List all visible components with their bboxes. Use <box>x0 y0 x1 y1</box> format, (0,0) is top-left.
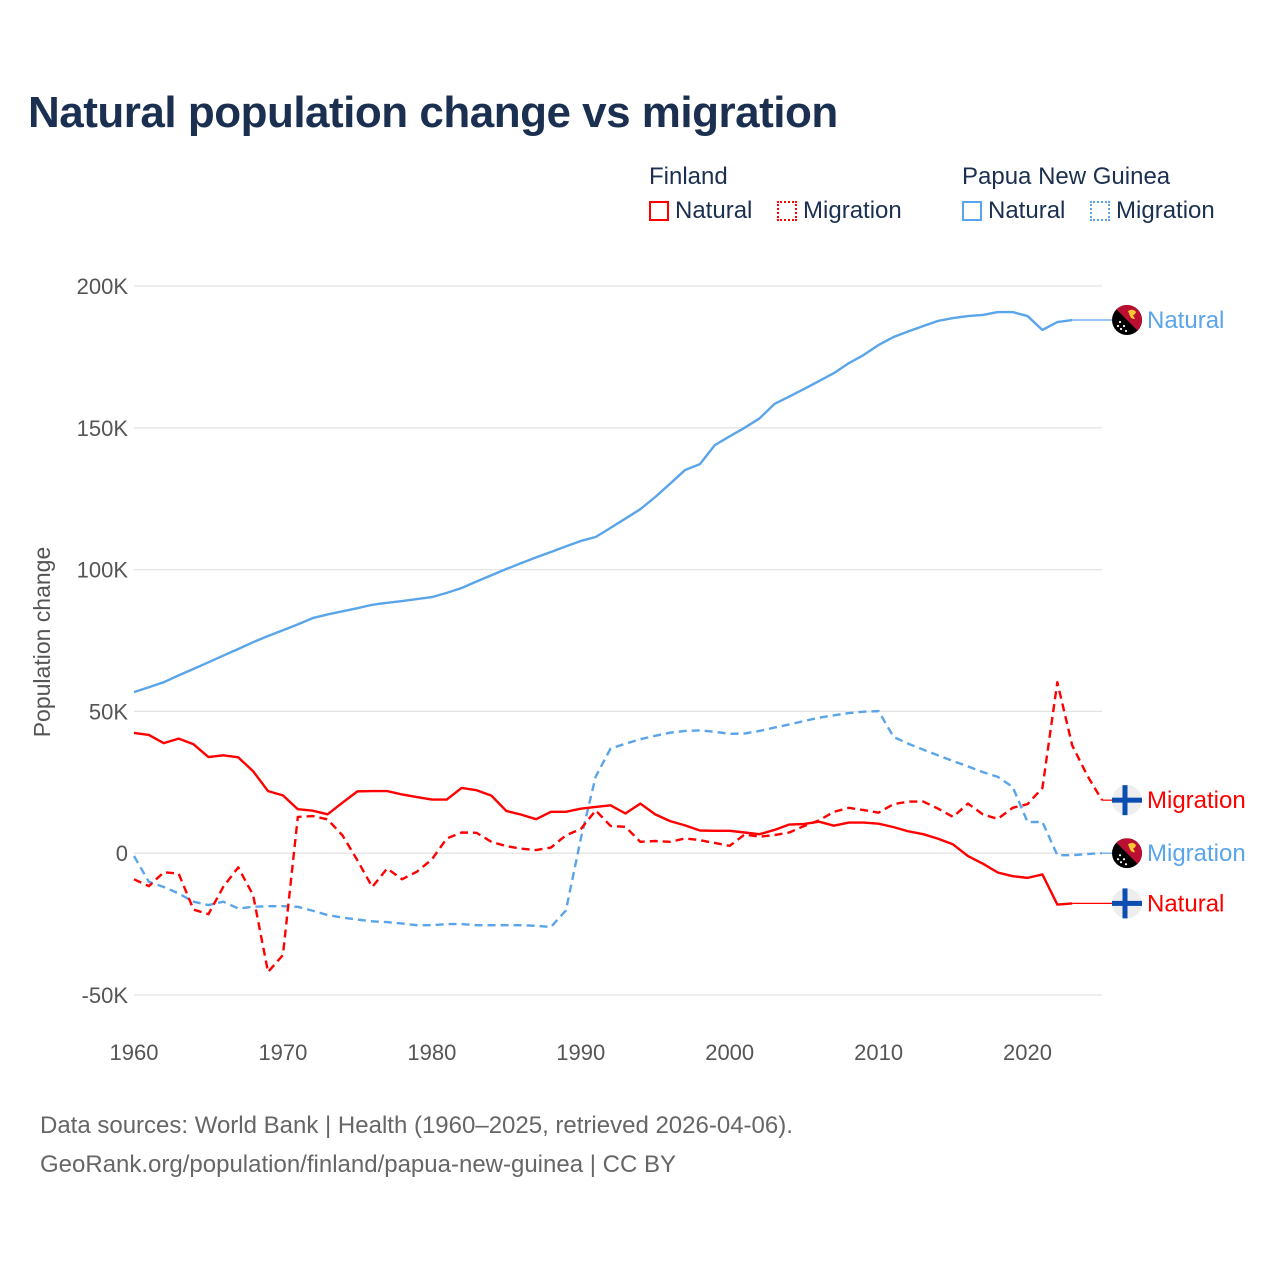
bird-of-paradise-icon <box>1128 309 1136 320</box>
footer: Data sources: World Bank | Health (1960–… <box>40 1106 793 1184</box>
series-line-papua-new-guinea-migration <box>132 709 1103 929</box>
legend-swatch-dotted <box>777 201 798 221</box>
legend-label: Natural <box>675 197 753 224</box>
legend-finland: Finland Natural Migration <box>649 163 920 228</box>
legend-item-finland-natural[interactable]: Natural <box>649 197 752 225</box>
x-tick-label: 1970 <box>258 1040 307 1065</box>
series-line-finland-natural <box>133 731 1073 906</box>
star-icon <box>1119 861 1123 864</box>
legend-label: Natural <box>988 197 1066 224</box>
star-icon <box>1124 863 1128 866</box>
series-line-papua-new-guinea-natural <box>133 310 1073 694</box>
legend-title-finland: Finland <box>649 163 728 190</box>
gridlines <box>134 285 1102 996</box>
finland-flag-icon <box>1112 888 1142 919</box>
flag-cross-v <box>1122 785 1128 816</box>
star-icon <box>1116 858 1120 861</box>
legend-papua-new-guinea: Papua New Guinea Natural Migration <box>962 163 1215 228</box>
flag-body <box>1112 305 1142 336</box>
legend-label: Migration <box>1116 197 1215 224</box>
flag-cross-v <box>1122 888 1128 919</box>
end-label: Natural <box>1147 890 1224 917</box>
end-label: Natural <box>1147 307 1224 334</box>
series-lines <box>132 310 1104 974</box>
chart-title: Natural population change vs migration <box>28 88 838 137</box>
x-tick-label: 1960 <box>110 1040 159 1065</box>
x-tick-label: 2000 <box>705 1040 754 1065</box>
x-tick-label: 1990 <box>556 1040 605 1065</box>
y-tick-label: 200K <box>77 274 129 299</box>
legend-swatch-solid <box>649 201 669 221</box>
x-tick-label: 1980 <box>407 1040 456 1065</box>
y-tick-label: 50K <box>89 699 128 724</box>
line-chart: 200K 150K 100K 50K 0 -50K 1960 1970 1980 1990 200… <box>29 274 1246 1065</box>
y-tick-label: 100K <box>77 558 129 583</box>
star-icon <box>1122 858 1126 861</box>
y-tick-label: -50K <box>82 983 129 1008</box>
star-icon <box>1124 329 1128 333</box>
star-icon <box>1118 854 1122 857</box>
star-icon <box>1122 324 1126 328</box>
flag-body <box>1112 838 1142 869</box>
end-labels: Natural Migration Natural Migration <box>1072 305 1246 919</box>
papua-new-guinea-flag-icon <box>1112 838 1142 869</box>
x-tick-label: 2020 <box>1003 1040 1052 1065</box>
footer-link[interactable]: GeoRank.org/population/finland/papua-new… <box>40 1151 676 1178</box>
x-tick-label: 2010 <box>854 1040 903 1065</box>
papua-new-guinea-flag-icon <box>1112 305 1142 336</box>
end-label: Migration <box>1147 787 1246 814</box>
legend-item-png-migration[interactable]: Migration <box>1090 197 1215 225</box>
legend-swatch-solid <box>962 201 982 221</box>
star-icon <box>1119 327 1123 331</box>
legend-item-png-natural[interactable]: Natural <box>962 197 1065 225</box>
series-line-finland-migration <box>133 680 1104 974</box>
legend-title-png: Papua New Guinea <box>962 163 1171 190</box>
legend-swatch-dotted <box>1090 201 1111 221</box>
footer-source: Data sources: World Bank | Health (1960–… <box>40 1112 793 1139</box>
star-icon <box>1116 324 1120 328</box>
legend-label: Migration <box>803 197 902 224</box>
x-axis-ticks: 1960 1970 1980 1990 2000 2010 2020 <box>110 1040 1052 1065</box>
bird-of-paradise-icon <box>1128 842 1136 853</box>
finland-flag-icon <box>1112 785 1142 816</box>
y-axis-label: Population change <box>29 547 55 738</box>
y-axis-ticks: 200K 150K 100K 50K 0 -50K <box>77 274 129 1008</box>
legend-item-finland-migration[interactable]: Migration <box>777 197 902 225</box>
star-icon <box>1118 320 1122 324</box>
end-label: Migration <box>1147 840 1246 867</box>
y-tick-label: 0 <box>116 841 128 866</box>
y-tick-label: 150K <box>77 416 129 441</box>
